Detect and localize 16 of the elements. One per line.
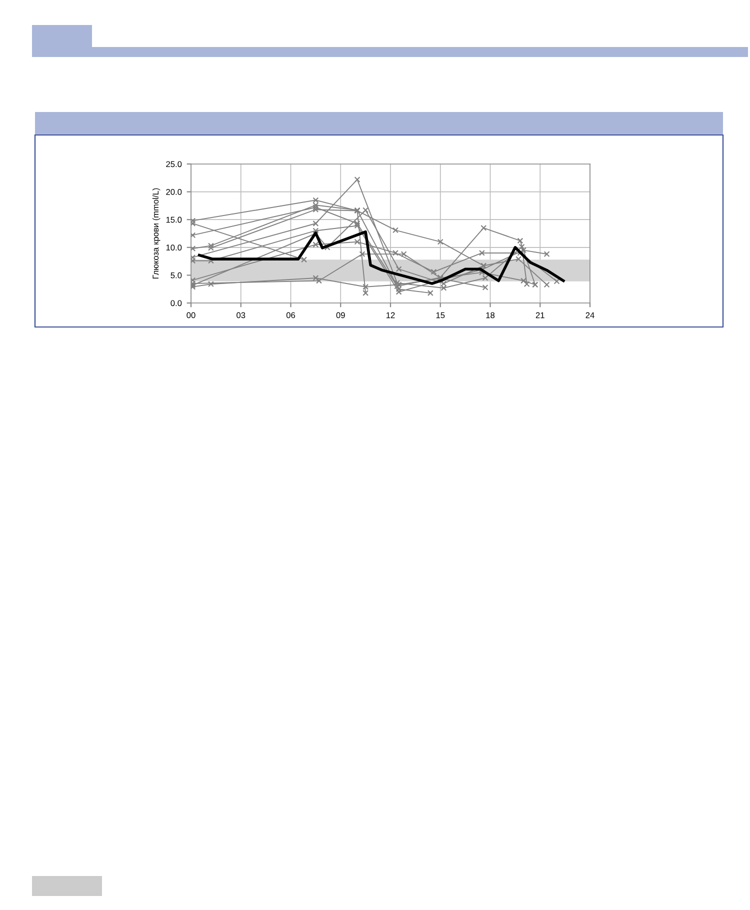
y-axis-title: Глюкоза крови (mmol/L) [152, 188, 160, 279]
x-tick-label: 18 [486, 312, 495, 318]
x-tick-label: 09 [336, 312, 345, 318]
y-tick-label: 25.0 [166, 161, 182, 168]
x-tick-label: 06 [286, 312, 296, 318]
x-tick-label: 15 [436, 312, 445, 318]
x-tick-label: 03 [236, 312, 246, 318]
y-tick-label: 15.0 [166, 216, 182, 223]
y-tick-label: 10.0 [166, 244, 182, 250]
x-tick-label: 24 [586, 312, 594, 318]
y-tick-label: 0.0 [170, 300, 182, 306]
x-tick-label: 12 [386, 312, 395, 318]
x-tick-label: 21 [536, 312, 544, 318]
x-tick-label: 00 [186, 312, 196, 318]
y-tick-label: 5.0 [170, 272, 182, 278]
y-tick-label: 20.0 [166, 189, 182, 195]
